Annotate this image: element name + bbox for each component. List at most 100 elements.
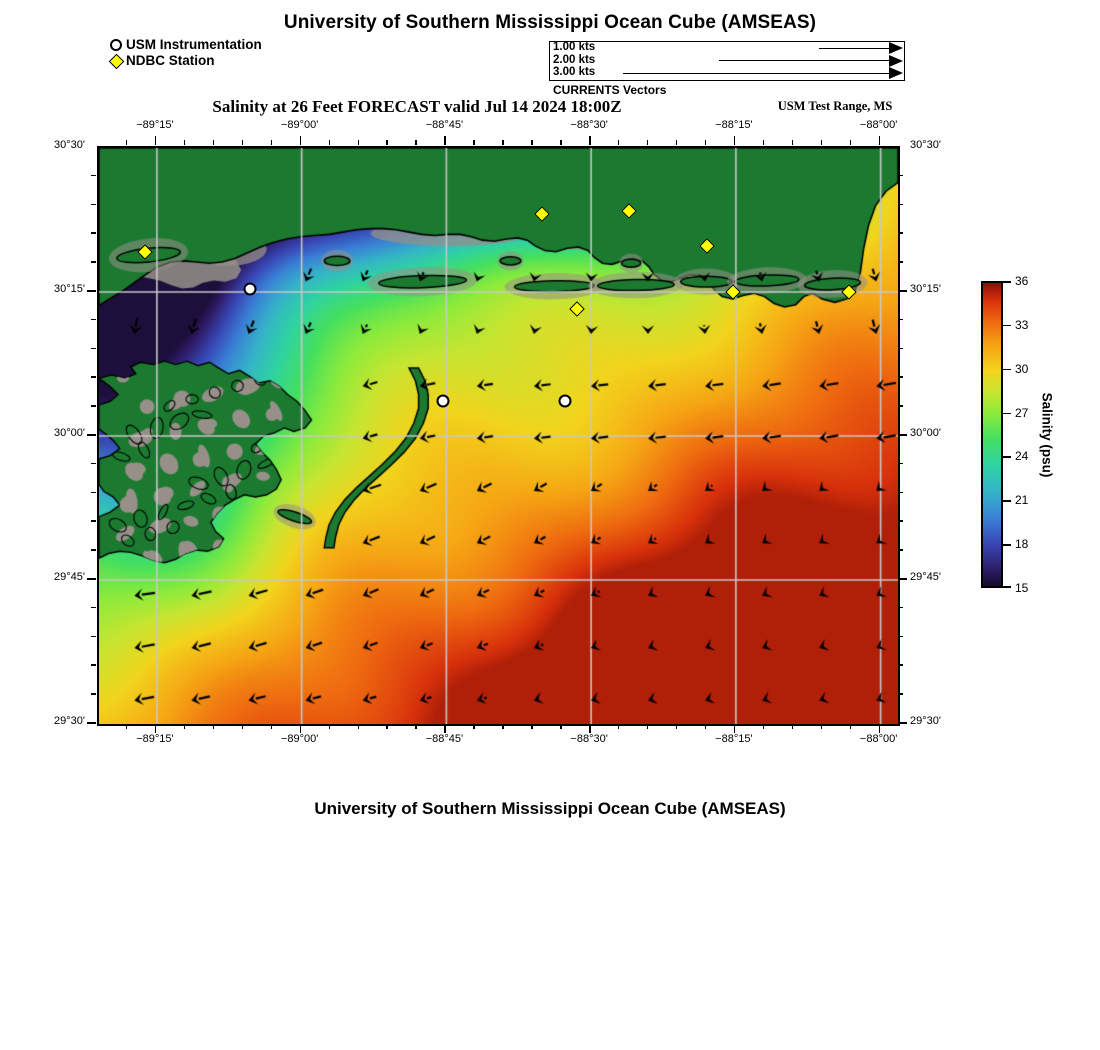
y-axis-label: 30°30' bbox=[54, 139, 85, 151]
colorbar-legend: 36 33 30 27 24 21 18 15 Salinity (psu) bbox=[981, 274, 1055, 595]
x-tick bbox=[762, 140, 765, 145]
colorbar-tick-label: 24 bbox=[1015, 449, 1029, 464]
y-tick bbox=[91, 232, 96, 234]
salinity-map[interactable] bbox=[97, 146, 900, 726]
colorbar-tick-label: 15 bbox=[1015, 581, 1029, 595]
ndbc-station-marker[interactable] bbox=[699, 238, 715, 254]
x-tick bbox=[357, 724, 359, 729]
ndbc-station-marker[interactable] bbox=[841, 284, 857, 300]
y-axis-label: 30°30' bbox=[910, 139, 941, 151]
x-tick bbox=[241, 724, 244, 729]
x-axis-label: −88°15' bbox=[715, 119, 753, 131]
x-tick bbox=[618, 724, 620, 729]
x-tick bbox=[878, 724, 881, 733]
y-tick bbox=[898, 174, 903, 177]
colorbar-tick bbox=[1003, 500, 1011, 502]
y-axis-label: 29°45' bbox=[54, 571, 85, 583]
x-tick bbox=[589, 136, 591, 145]
ndbc-station-marker[interactable] bbox=[568, 301, 585, 318]
x-tick bbox=[241, 140, 244, 145]
y-tick bbox=[91, 635, 96, 637]
x-tick bbox=[531, 724, 533, 729]
y-tick bbox=[898, 578, 907, 580]
y-axis-label: 30°00' bbox=[54, 427, 85, 439]
x-tick bbox=[125, 724, 128, 729]
x-axis-label: −89°15' bbox=[136, 733, 174, 745]
colorbar-tick-label: 36 bbox=[1015, 274, 1029, 288]
x-tick bbox=[299, 136, 302, 145]
vector-key-row: 2.00 kts bbox=[550, 53, 904, 68]
test-range-label: USM Test Range, MS bbox=[777, 99, 893, 113]
salinity-field-canvas bbox=[99, 148, 898, 724]
y-tick bbox=[87, 434, 96, 436]
ndbc-station-marker[interactable] bbox=[137, 243, 154, 260]
x-tick bbox=[154, 724, 157, 733]
y-tick bbox=[898, 635, 903, 637]
colorbar-title: Salinity (psu) bbox=[1039, 392, 1055, 478]
x-axis-label: −88°30' bbox=[570, 733, 608, 745]
y-tick bbox=[898, 434, 907, 436]
x-tick bbox=[560, 140, 562, 145]
x-axis-label: −88°30' bbox=[570, 119, 608, 131]
y-axis-label: 29°45' bbox=[910, 571, 941, 583]
station-legend: USM Instrumentation NDBC Station bbox=[108, 37, 262, 69]
y-tick bbox=[91, 491, 96, 493]
y-tick bbox=[898, 376, 903, 378]
x-tick bbox=[502, 724, 504, 729]
colorbar-tick bbox=[1003, 544, 1011, 546]
y-axis-label: 30°00' bbox=[910, 427, 941, 439]
vector-key-label: 2.00 kts bbox=[553, 53, 596, 66]
map-marker-overlay bbox=[99, 148, 898, 724]
x-tick bbox=[589, 724, 591, 733]
usm-instrumentation-marker[interactable] bbox=[243, 282, 257, 296]
x-axis-label: −88°00' bbox=[859, 733, 898, 745]
usm-instrumentation-marker[interactable] bbox=[436, 394, 450, 408]
y-tick bbox=[898, 491, 903, 493]
page-title: University of Southern Mississippi Ocean… bbox=[283, 12, 817, 33]
x-tick bbox=[415, 140, 417, 145]
x-tick bbox=[704, 140, 707, 145]
x-tick bbox=[473, 724, 475, 729]
colorbar-tick bbox=[1003, 324, 1011, 327]
legend-label-usm: USM Instrumentation bbox=[126, 37, 262, 52]
y-tick bbox=[87, 722, 96, 724]
x-tick bbox=[647, 140, 649, 145]
ndbc-station-marker[interactable] bbox=[620, 203, 637, 220]
ndbc-station-icon bbox=[108, 53, 125, 69]
x-tick bbox=[212, 140, 215, 145]
x-axis-label: −89°15' bbox=[136, 119, 174, 131]
y-tick bbox=[898, 462, 903, 465]
colorbar-tick bbox=[1003, 586, 1011, 588]
vector-key-row: 3.00 kts bbox=[550, 66, 904, 80]
ndbc-station-marker[interactable] bbox=[725, 284, 741, 300]
y-axis-label: 30°15' bbox=[910, 283, 941, 295]
legend-label-ndbc: NDBC Station bbox=[126, 53, 215, 68]
usm-instrumentation-marker[interactable] bbox=[558, 394, 572, 408]
y-tick bbox=[91, 520, 96, 522]
y-tick bbox=[91, 693, 96, 695]
x-tick bbox=[733, 724, 736, 733]
map-subtitle: Salinity at 26 Feet FORECAST valid Jul 1… bbox=[212, 97, 622, 116]
x-tick bbox=[733, 136, 736, 145]
x-tick bbox=[212, 724, 215, 729]
colorbar-tick-label: 33 bbox=[1015, 317, 1029, 332]
x-tick bbox=[878, 136, 881, 145]
x-tick bbox=[328, 140, 330, 145]
x-axis-label: −88°15' bbox=[715, 733, 753, 745]
usm-instrumentation-icon bbox=[110, 39, 122, 51]
vector-shaft bbox=[719, 60, 889, 62]
ndbc-station-marker[interactable] bbox=[534, 206, 550, 223]
x-tick bbox=[820, 724, 823, 729]
y-tick bbox=[898, 693, 903, 695]
y-tick bbox=[87, 578, 96, 580]
vector-arrowhead-icon bbox=[889, 67, 903, 80]
colorbar-tick-label: 30 bbox=[1015, 361, 1029, 376]
x-axis-label: −89°00' bbox=[280, 119, 319, 131]
x-axis-label: −88°45' bbox=[425, 119, 464, 131]
y-tick bbox=[91, 318, 96, 321]
x-tick bbox=[183, 140, 186, 145]
x-tick bbox=[791, 140, 794, 145]
vector-key-label: 1.00 kts bbox=[553, 41, 596, 53]
colorbar-tick-label: 18 bbox=[1015, 537, 1029, 552]
colorbar-tick-label: 21 bbox=[1015, 493, 1029, 508]
